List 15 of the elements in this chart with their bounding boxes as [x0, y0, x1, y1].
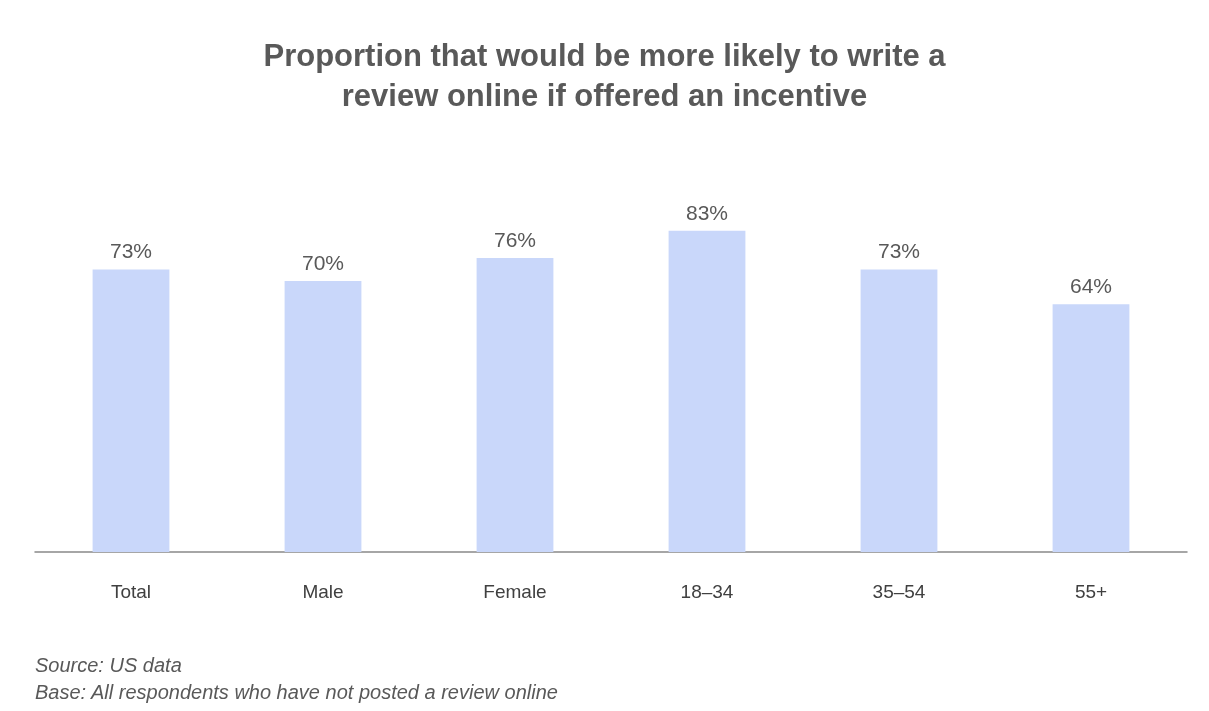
- data-label: 83%: [685, 200, 729, 224]
- data-label: 73%: [109, 239, 153, 263]
- data-label: 64%: [1069, 274, 1113, 298]
- x-tick-label: 55+: [1074, 581, 1108, 602]
- data-label: 73%: [877, 239, 921, 263]
- data-label: 76%: [493, 227, 537, 251]
- x-tick-label: Male: [302, 581, 344, 602]
- text: Base: All respondents who have not posted a review online: [35, 680, 558, 705]
- x-tick-label: 18–34: [680, 581, 734, 602]
- x-tick-label: Female: [483, 581, 547, 602]
- chart-title: Proportion that would be more likely to write a review online if offered an incentive: [263, 37, 947, 113]
- x-tick-label: 35–54: [872, 581, 926, 602]
- x-tick-label: Total: [110, 581, 152, 602]
- source-note: Source: US data: [35, 653, 183, 678]
- data-label: 70%: [301, 251, 345, 275]
